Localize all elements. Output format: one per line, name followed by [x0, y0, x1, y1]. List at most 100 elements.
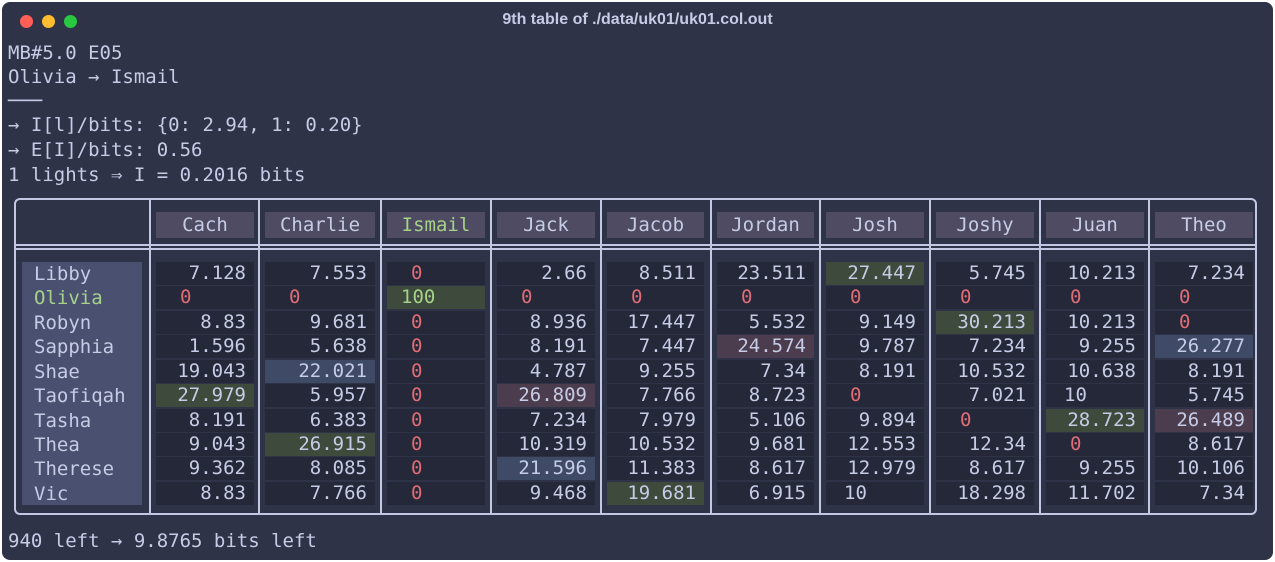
column-divider — [1148, 198, 1150, 515]
table-cell: 22.021 — [265, 360, 375, 383]
header-line-6: 1 lights ⇒ I = 0.2016 bits — [8, 164, 306, 186]
table-cell: 8.511 — [607, 262, 704, 285]
column-header: Cach — [156, 212, 254, 238]
table-cell: 0 — [387, 384, 485, 407]
header-line-4: → I[l]/bits: {0: 2.94, 1: 0.20} — [8, 114, 363, 136]
table-cell: 24.574 — [717, 335, 814, 358]
column-divider — [1039, 198, 1041, 515]
table-cell: 9.468 — [497, 482, 595, 505]
table-cell: 10 — [826, 482, 924, 505]
table-cell: 10.532 — [936, 360, 1034, 383]
table-cell: 9.255 — [1046, 335, 1144, 358]
table-cell: 8.191 — [1155, 360, 1253, 383]
column-header: Ismail — [387, 212, 485, 238]
table-cell: 0 — [936, 409, 1034, 432]
column-header: Jordan — [717, 212, 814, 238]
column-divider — [600, 198, 602, 515]
table-cell: 7.34 — [1155, 482, 1253, 505]
row-name: Vic — [34, 483, 69, 505]
column-divider — [149, 198, 151, 515]
table-cell: 12.553 — [826, 433, 924, 456]
row-name: Therese — [34, 458, 115, 480]
column-header: Juan — [1046, 212, 1144, 238]
table-cell: 100 — [387, 286, 485, 309]
table-cell: 9.255 — [607, 360, 704, 383]
table-cell: 0 — [387, 311, 485, 334]
table-cell: 19.681 — [607, 482, 704, 505]
table-cell: 9.681 — [717, 433, 814, 456]
table-cell: 23.511 — [717, 262, 814, 285]
table-cell: 0 — [387, 457, 485, 480]
table-cell: 10.106 — [1155, 457, 1253, 480]
table-cell: 21.596 — [497, 457, 595, 480]
table-cell: 7.766 — [265, 482, 375, 505]
table-cell: 12.979 — [826, 457, 924, 480]
table-cell: 7.234 — [1155, 262, 1253, 285]
table-cell: 0 — [1155, 311, 1253, 334]
title-bar: 9th table of ./data/uk01/uk01.col.out — [2, 2, 1273, 40]
row-name: Sapphia — [34, 336, 115, 358]
window-title: 9th table of ./data/uk01/uk01.col.out — [502, 11, 773, 28]
row-name: Libby — [34, 263, 92, 285]
table-cell: 9.149 — [826, 311, 924, 334]
table-cell: 0 — [1046, 433, 1144, 456]
table-cell: 7.128 — [156, 262, 254, 285]
table-cell: 8.617 — [936, 457, 1034, 480]
table-cell: 28.723 — [1046, 409, 1144, 432]
table-cell: 8.83 — [156, 311, 254, 334]
table-cell: 6.915 — [717, 482, 814, 505]
table-cell: 12.34 — [936, 433, 1034, 456]
header-line-5: → E[I]/bits: 0.56 — [8, 139, 203, 161]
minimize-button[interactable] — [42, 15, 55, 28]
row-name: Thea — [34, 434, 80, 456]
table-cell: 10.213 — [1046, 311, 1144, 334]
table-cell: 8.191 — [497, 335, 595, 358]
table-cell: 10.532 — [607, 433, 704, 456]
table-cell: 8.723 — [717, 384, 814, 407]
table-cell: 0 — [387, 335, 485, 358]
table-cell: 8.617 — [1155, 433, 1253, 456]
table-cell: 8.191 — [826, 360, 924, 383]
table-cell: 5.745 — [936, 262, 1034, 285]
table-cell: 8.617 — [717, 457, 814, 480]
maximize-button[interactable] — [64, 15, 77, 28]
table-cell: 0 — [607, 286, 704, 309]
table-cell: 8.085 — [265, 457, 375, 480]
column-header: Theo — [1155, 212, 1253, 238]
table-cell: 9.894 — [826, 409, 924, 432]
row-name: Olivia — [34, 287, 103, 309]
table-cell: 0 — [1155, 286, 1253, 309]
column-header: Jacob — [607, 212, 704, 238]
table-cell: 2.66 — [497, 262, 595, 285]
table-cell: 5.532 — [717, 311, 814, 334]
table-cell: 26.489 — [1155, 409, 1253, 432]
column-header: Jack — [497, 212, 595, 238]
table-cell: 10.213 — [1046, 262, 1144, 285]
table-cell: 0 — [826, 384, 924, 407]
table-cell: 8.83 — [156, 482, 254, 505]
row-name: Robyn — [34, 312, 92, 334]
table-cell: 19.043 — [156, 360, 254, 383]
table-cell: 0 — [387, 409, 485, 432]
close-button[interactable] — [20, 15, 33, 28]
table-cell: 27.979 — [156, 384, 254, 407]
table-cell: 7.979 — [607, 409, 704, 432]
table-cell: 4.787 — [497, 360, 595, 383]
table-cell: 0 — [387, 262, 485, 285]
row-names-column — [22, 262, 142, 505]
table-cell: 10 — [1046, 384, 1144, 407]
column-divider — [258, 198, 260, 515]
column-divider — [929, 198, 931, 515]
table-cell: 5.106 — [717, 409, 814, 432]
row-name: Shae — [34, 361, 80, 383]
header-line-3: ─── — [8, 90, 43, 112]
table-cell: 0 — [387, 433, 485, 456]
table-cell: 9.362 — [156, 457, 254, 480]
column-header: Joshy — [936, 212, 1034, 238]
table-cell: 8.191 — [156, 409, 254, 432]
row-name: Taofiqah — [34, 385, 126, 407]
column-header: Charlie — [265, 212, 375, 238]
table-cell: 0 — [265, 286, 375, 309]
table-cell: 10.319 — [497, 433, 595, 456]
table-cell: 7.34 — [717, 360, 814, 383]
